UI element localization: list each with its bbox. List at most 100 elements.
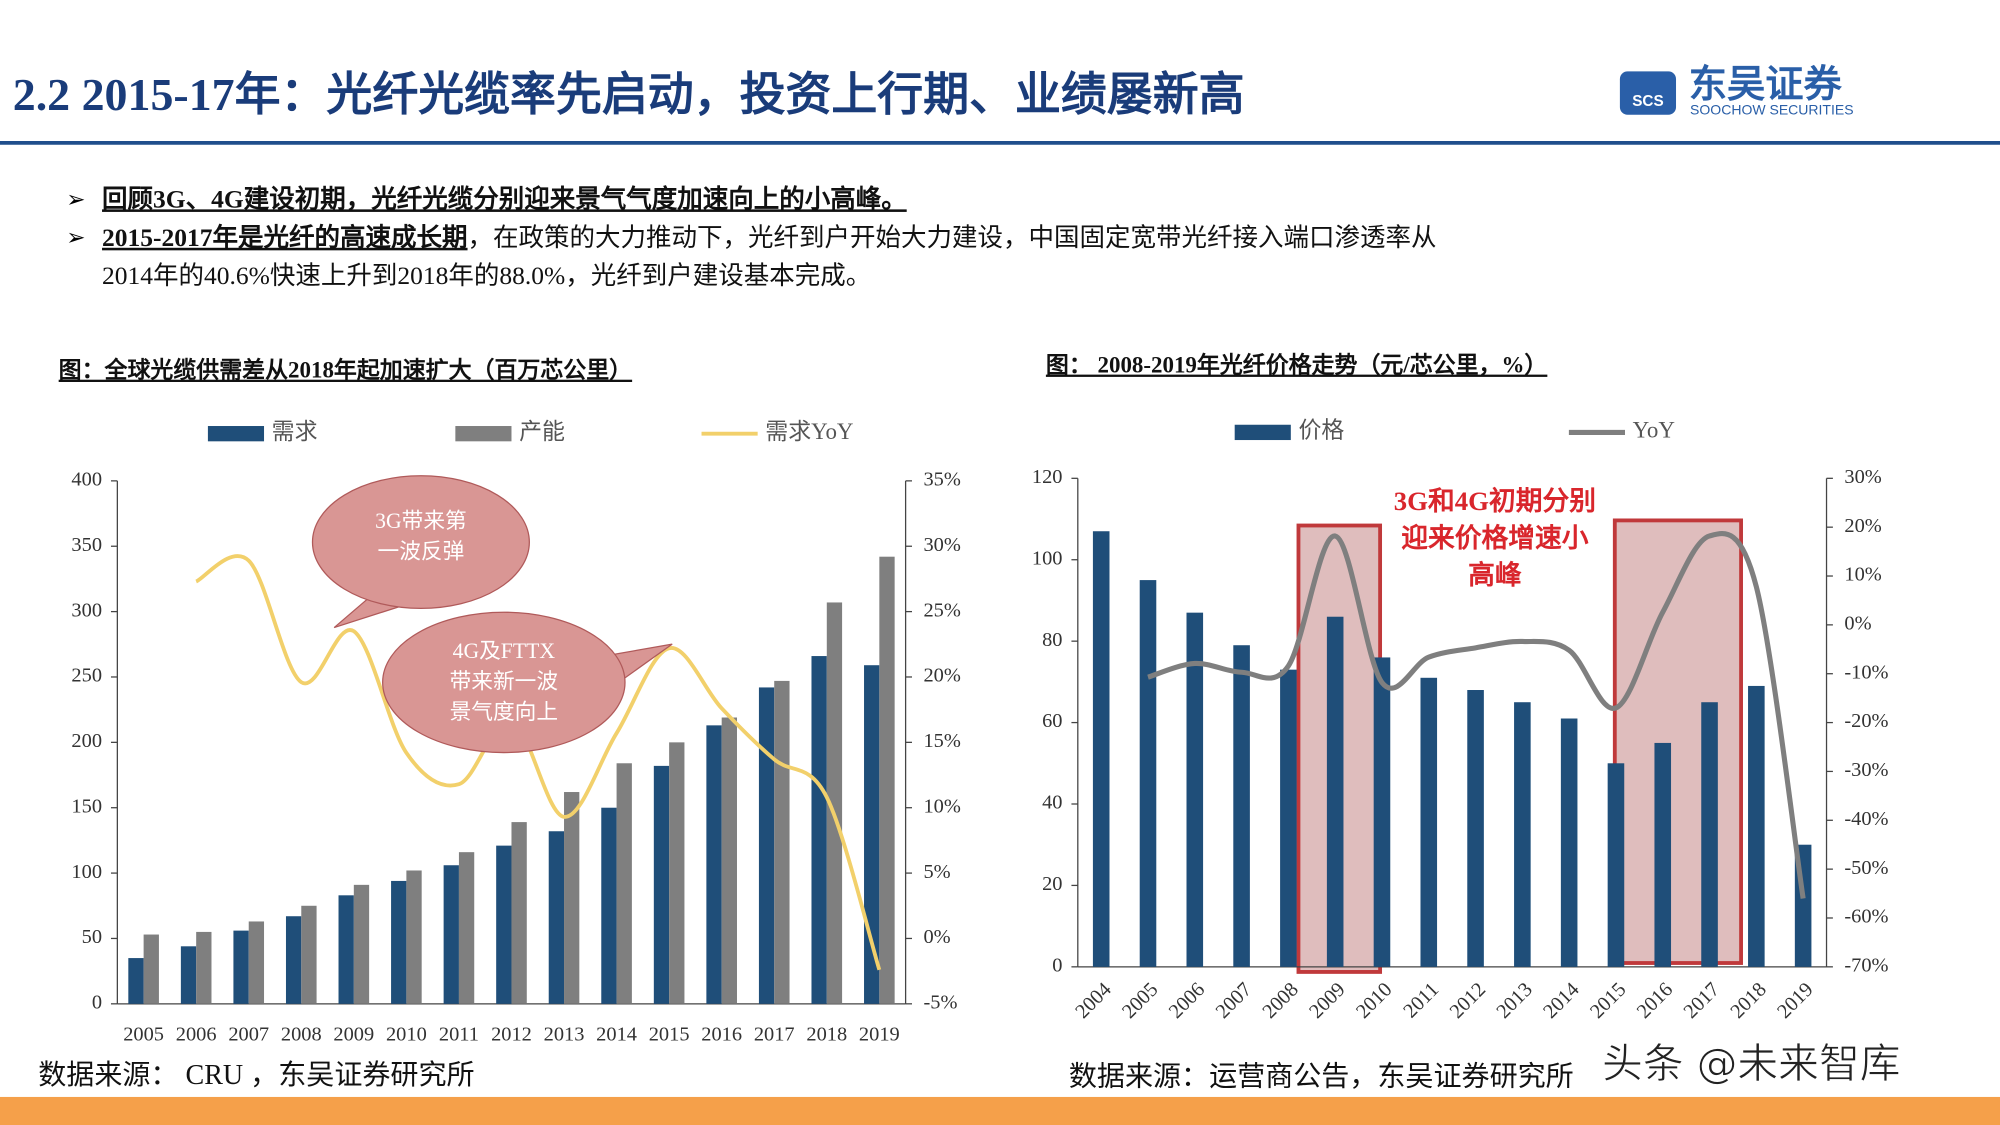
bullet: 2015-2017年是光纤的高速成长期，在政策的大力推动下，光纤到户开始大力建设… [102,223,1437,252]
source: 数据来源： CRU ，东吴证券研究所 [38,1059,474,1091]
highlight-box [1612,518,1743,965]
y2-tick-label: -50% [1844,857,1888,879]
y-tick-label: 120 [1032,466,1063,488]
x-tick-label: 2007 [228,1023,269,1045]
bar [601,807,617,1004]
y2-tick-label: 10% [1844,564,1881,586]
bar [564,792,580,1004]
annotation: 3G和4G初期分别 [1394,486,1596,516]
logo-sub: SOOCHOW SECURITIES [1690,102,1854,118]
watermark: 头条 @未来智库 [1602,1039,1901,1087]
y-tick-label: 400 [71,469,102,491]
y2-tick-label: -20% [1844,710,1888,732]
x-tick-label: 2018 [806,1023,847,1045]
y2-tick-label: 25% [923,599,960,621]
bar [548,831,565,1004]
bar [338,895,354,1004]
bar [1560,718,1578,967]
y-tick-label: 60 [1042,710,1062,732]
y2-tick-label: 0% [923,926,950,948]
x-tick-label: 2014 [1539,979,1583,1023]
x-tick-label: 2013 [1492,979,1536,1023]
bar [406,870,422,1004]
bar [233,930,249,1004]
y2-tick-label: 0% [1844,613,1871,635]
x-tick-label: 2008 [281,1023,322,1045]
bar [706,725,722,1004]
x-tick-label: 2013 [544,1023,585,1045]
x-tick-label: 2016 [1633,979,1677,1023]
y2-tick-label: 30% [923,534,960,556]
x-tick-label: 2019 [1773,979,1817,1023]
y-tick-label: 300 [71,599,102,621]
y-tick-label: 100 [71,861,102,883]
bullet-emphasis: 2015-2017年是光纤的高速成长期 [102,223,468,252]
callout-text: 3G带来第 [375,509,467,533]
bar [496,845,512,1004]
bar [879,556,895,1004]
bar [826,602,843,1004]
bar [811,656,827,1004]
legend-label: YoY [1633,418,1675,443]
x-tick-label: 2017 [1680,979,1724,1023]
x-tick-label: 2004 [1071,979,1115,1023]
logo-mark-bg [1619,71,1677,115]
y2-tick-label: -10% [1844,661,1888,683]
y-tick-label: 20 [1042,873,1062,895]
bar [443,865,459,1004]
source: 数据来源：运营商公告，东吴证券研究所 [1069,1061,1574,1093]
legend-swatch [1234,424,1291,441]
line [1147,531,1806,899]
legend-label: 产能 [519,419,565,444]
logo-name: 东吴证券 [1689,63,1843,106]
bar [864,665,880,1004]
chart-title: 图： 2008-2019年光纤价格走势（元/芯公里，%） [1046,352,1547,378]
y2-tick-label: 5% [923,861,950,883]
bar [1280,669,1297,967]
annotation: 高峰 [1468,559,1522,590]
line [195,554,882,971]
bullet-text: ，在政策的大力推动下，光纤到户开始大力建设，中国固定宽带光纤接入端口渗透率从 [468,223,1437,252]
y-tick-label: 0 [92,992,102,1014]
callout [382,611,626,754]
bullet-marker: ➢ [66,187,85,212]
y2-tick-label: -30% [1844,759,1888,781]
x-tick-label: 2018 [1726,979,1770,1023]
y2-tick-label: 10% [923,795,960,817]
bar [1373,657,1391,967]
annotation: 迎来价格增速小 [1401,522,1589,553]
bar [128,958,144,1004]
bar [180,946,197,1004]
bullet: 回顾3G、4G建设初期，光纤光缆分别迎来景气气度加速向上的小高峰。 [102,184,907,213]
y-tick-label: 40 [1042,792,1062,814]
legend-swatch [455,426,512,442]
bar [301,905,317,1004]
bar [391,880,407,1004]
y-tick-label: 100 [1032,547,1063,569]
x-tick-label: 2010 [386,1023,427,1045]
callout-text: 一波反弹 [378,540,465,564]
bar [1139,580,1157,967]
bar [1186,612,1204,967]
x-tick-label: 2009 [1305,979,1349,1023]
logo-mark: SCS [1632,93,1663,110]
bar [1467,690,1484,967]
y2-tick-label: -40% [1844,808,1888,830]
bar [1233,645,1250,967]
y-tick-label: 200 [71,730,102,752]
bar [774,680,790,1004]
bar [1326,616,1344,967]
x-tick-label: 2011 [1399,979,1443,1023]
legend-label: 需求YoY [765,419,853,444]
x-tick-label: 2015 [1586,979,1630,1023]
bar [669,742,685,1004]
y2-tick-label: 20% [1844,515,1881,537]
bar [511,822,527,1004]
x-tick-label: 2008 [1258,979,1302,1023]
bar [1092,531,1110,967]
bullet-marker: ➢ [66,225,85,250]
bar [758,687,775,1004]
x-tick-label: 2012 [491,1023,532,1045]
